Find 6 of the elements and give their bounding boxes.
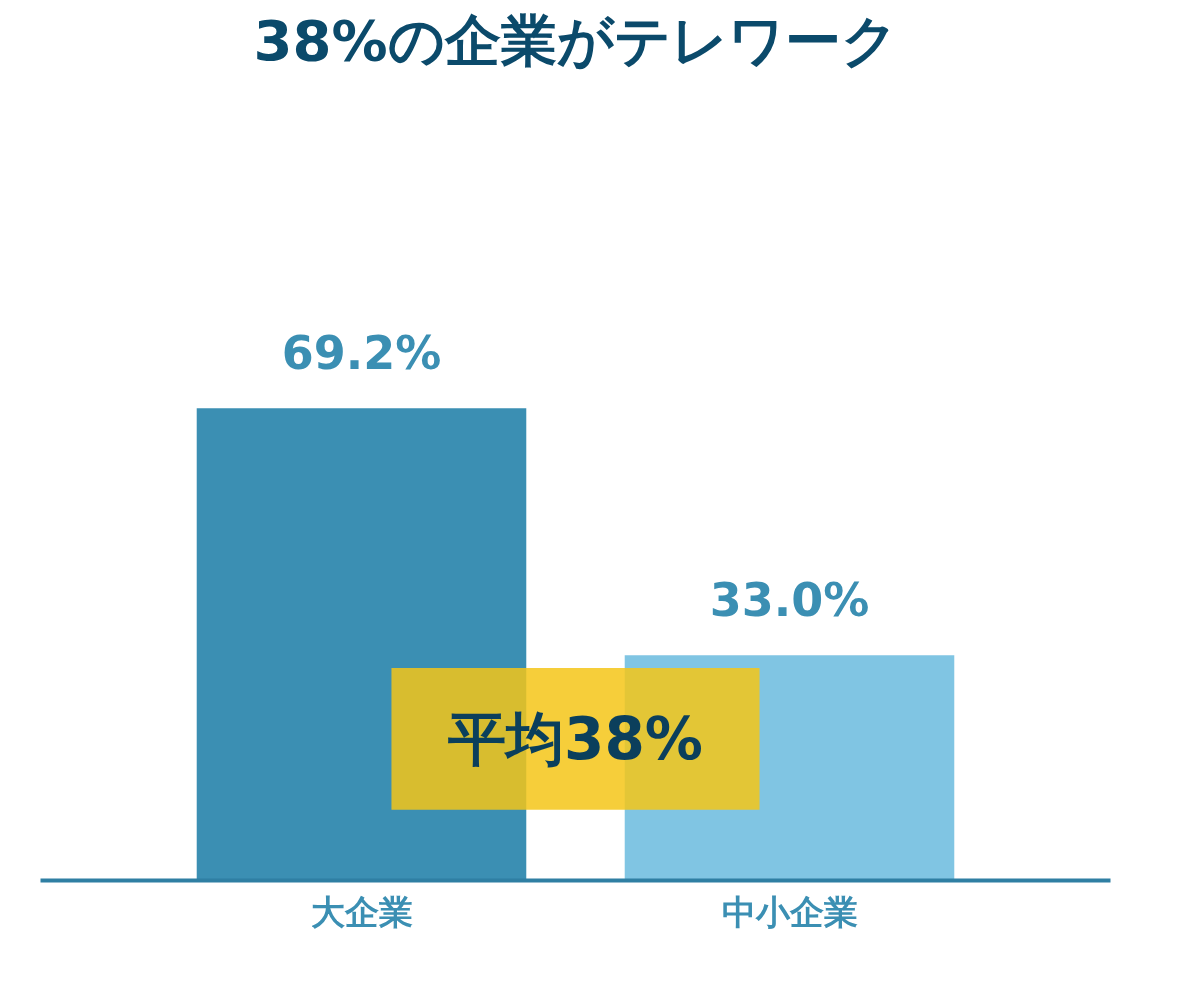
data-label: 33.0% — [709, 572, 870, 627]
annotation: 平均38% — [447, 704, 703, 773]
data-label: 69.2% — [281, 325, 442, 380]
x-tick-label: 中小企業 — [721, 891, 858, 932]
chart-title: 38%の企業がテレワーク — [253, 7, 898, 73]
x-tick-label: 大企業 — [310, 891, 413, 932]
